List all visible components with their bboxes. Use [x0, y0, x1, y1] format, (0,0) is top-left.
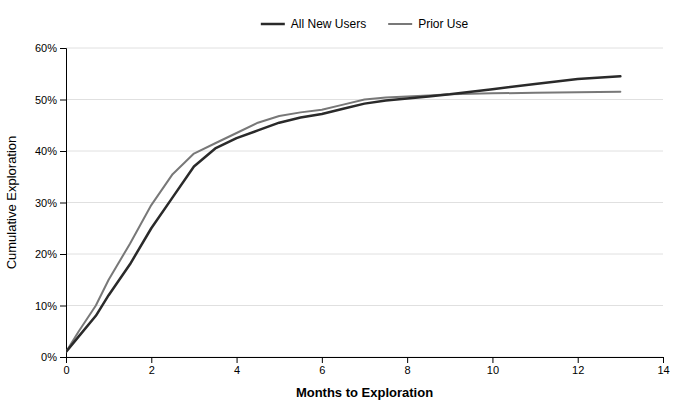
plot: 0 2 4 6 8 10 12 14 0% 10% 20% 30% 40% 50% 60%: [35, 42, 670, 376]
axis-line: [67, 358, 664, 364]
tick-mark: [237, 357, 238, 363]
tick-mark: [151, 357, 152, 363]
grid-line: [66, 151, 663, 152]
tick-label: 6: [319, 364, 325, 376]
tick-label: 20%: [35, 248, 57, 260]
series-line: [66, 92, 620, 352]
chart: 0 2 4 6 8 10 12 14 0% 10% 20% 30% 40% 50% 60% Months to…: [0, 0, 687, 409]
tick-label: 12: [572, 364, 584, 376]
tick: 6: [319, 357, 325, 376]
tick-mark: [60, 306, 66, 307]
series-line: [66, 76, 620, 352]
tick-label: 2: [149, 364, 155, 376]
tick: 0%: [41, 351, 66, 363]
tick: 0: [63, 357, 69, 376]
tick: 50%: [35, 94, 66, 106]
tick-mark: [60, 151, 66, 152]
tick-label: 4: [234, 364, 240, 376]
y-axis-title: Cumulative Exploration: [4, 136, 19, 270]
tick-mark: [60, 203, 66, 204]
tick-mark: [663, 357, 664, 363]
axis-line: [60, 49, 67, 358]
tick-label: 50%: [35, 94, 57, 106]
tick: 4: [234, 357, 240, 376]
tick-label: 10%: [35, 300, 57, 312]
lines: [66, 76, 620, 352]
x-axis: 0 2 4 6 8 10 12 14: [63, 357, 669, 376]
tick-mark: [60, 357, 66, 358]
tick-mark: [60, 100, 66, 101]
tick-label: 14: [657, 364, 669, 376]
legend: All New Users Prior Use: [261, 17, 469, 31]
legend-item: All New Users: [261, 17, 366, 31]
tick-label: 40%: [35, 145, 57, 157]
legend-label: All New Users: [291, 17, 366, 31]
tick: 12: [572, 357, 584, 376]
y-axis: 0% 10% 20% 30% 40% 50% 60%: [35, 42, 67, 363]
legend-swatch: [388, 23, 412, 25]
grid-line: [66, 305, 663, 306]
tick-label: 8: [405, 364, 411, 376]
tick: 2: [149, 357, 155, 376]
tick: 40%: [35, 145, 66, 157]
tick-mark: [60, 254, 66, 255]
grid-line: [66, 202, 663, 203]
legend-label: Prior Use: [418, 17, 468, 31]
tick: 30%: [35, 197, 66, 209]
grid-line: [66, 48, 663, 49]
tick-mark: [407, 357, 408, 363]
tick: 10: [487, 357, 499, 376]
legend-swatch: [261, 23, 285, 26]
tick-mark: [322, 357, 323, 363]
tick: 10%: [35, 300, 66, 312]
legend-item: Prior Use: [388, 17, 468, 31]
tick-label: 30%: [35, 197, 57, 209]
tick-label: 0: [63, 364, 69, 376]
tick-label: 10: [487, 364, 499, 376]
tick-label: 60%: [35, 42, 57, 54]
tick-label: 0%: [41, 351, 57, 363]
tick-mark: [492, 357, 493, 363]
tick-mark: [60, 48, 66, 49]
tick: 20%: [35, 248, 66, 260]
tick: 14: [657, 357, 669, 376]
grid: [66, 48, 663, 357]
grid-line: [66, 254, 663, 255]
tick: 60%: [35, 42, 66, 54]
x-axis-title: Months to Exploration: [296, 385, 433, 400]
tick: 8: [405, 357, 411, 376]
tick-mark: [578, 357, 579, 363]
